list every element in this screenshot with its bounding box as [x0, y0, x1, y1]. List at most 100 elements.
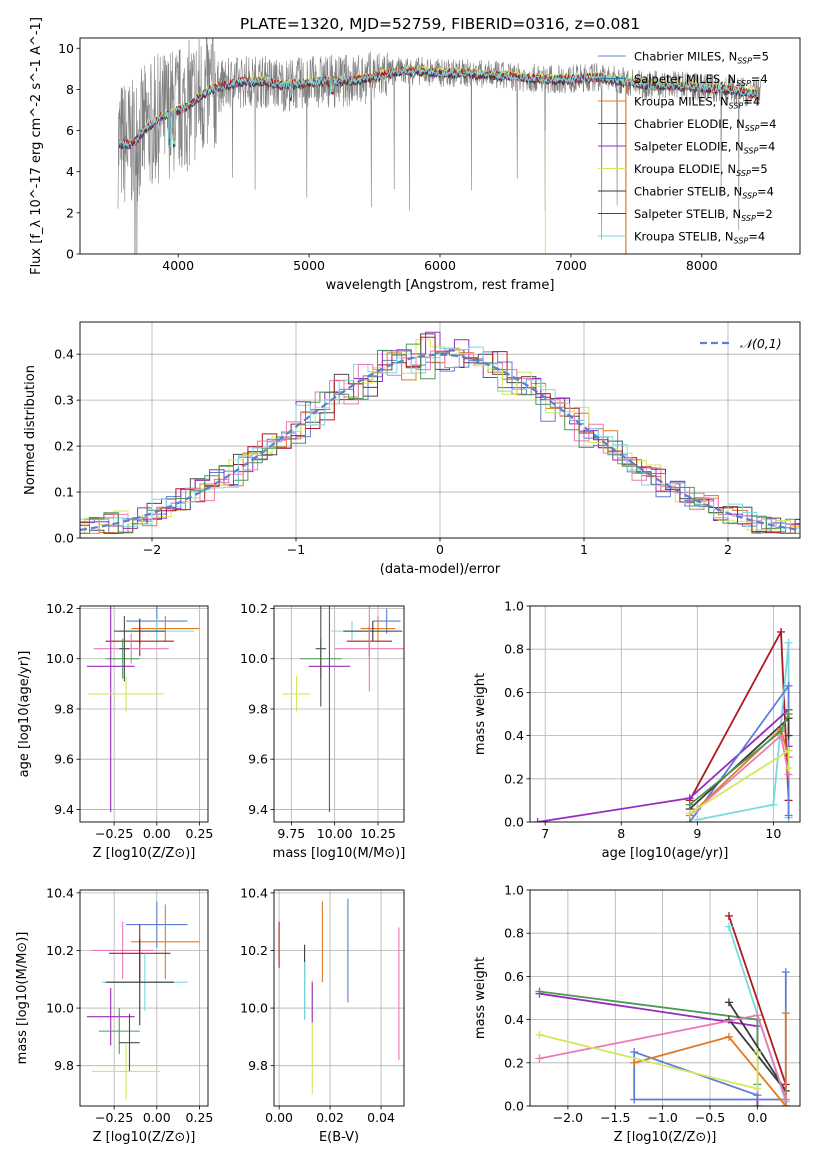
x-tick-label: 0.0	[747, 1110, 767, 1125]
y-tick-label: 0.0	[504, 815, 524, 830]
legend-label: Kroupa STELIB, NSSP=4	[634, 230, 765, 246]
y-tick-label: 10.2	[240, 943, 268, 958]
errorbar-point	[105, 938, 174, 1026]
plot-area	[86, 606, 200, 812]
axes-frame	[79, 889, 209, 1107]
legend-label-tail: =5	[751, 162, 768, 176]
y-tick-label: 9.6	[248, 752, 268, 767]
y-tick-label: 10.0	[240, 1001, 268, 1016]
y-axis-label: mass weight	[473, 673, 488, 755]
y-tick-label: 0.0	[54, 531, 74, 546]
legend-label-tail: =5	[752, 50, 769, 64]
errorbar-point	[91, 1042, 161, 1101]
y-tick-label: 10.0	[46, 1001, 74, 1016]
plot-area	[86, 901, 200, 1101]
x-tick-label: 0	[436, 542, 444, 557]
x-tick-label: −0.25	[95, 1110, 133, 1125]
legend-label-tail: =4	[760, 117, 777, 131]
errorbar-point	[315, 606, 326, 707]
x-tick-label: −0.5	[695, 1110, 725, 1125]
errorbar-point	[343, 621, 403, 642]
y-tick-label: 0.2	[54, 439, 74, 454]
weight-line-salpeter_elodie	[539, 992, 759, 1106]
y-axis-label: Flux [f_λ 10^-17 erg cm^-2 s^-1 A^-1]	[29, 17, 44, 275]
y-tick-label: 0.4	[504, 728, 524, 743]
errorbar-point	[372, 608, 401, 634]
legend-label-main: Chabrier MILES, N	[634, 50, 737, 64]
x-tick-label: 2	[724, 542, 732, 557]
y-tick-label: 10	[58, 41, 74, 56]
y-tick-label: 0	[66, 247, 74, 262]
x-tick-label: 5000	[293, 258, 325, 273]
x-axis-label: (data-model)/error	[380, 562, 501, 577]
legend-label-tail: =2	[756, 207, 773, 221]
histogram-step-kroupa_stelib	[80, 346, 800, 534]
panel-weight_vs_Z: −2.0 −1.5 −1.0 −0.5 0.0 0.0 0.2 0.4 0.6 0.8 1.0 Z […	[473, 883, 801, 1145]
gridlines	[530, 605, 800, 823]
legend-label-sub: SSP	[729, 102, 744, 111]
legend-label: Salpeter ELODIE, NSSP=4	[634, 140, 775, 156]
weight-line-salpeter_elodie	[537, 707, 790, 822]
plot-area	[535, 911, 790, 1106]
axes-frame	[79, 321, 801, 539]
model-fit-line-kroupa_stelib	[118, 65, 757, 148]
legend-label: Salpeter MILES, NSSP=4	[634, 72, 768, 88]
figure-title: PLATE=1320, MJD=52759, FIBERID=0316, z=0…	[240, 15, 640, 33]
errorbar-point	[131, 616, 200, 642]
legend-label-main: Chabrier ELODIE, N	[634, 117, 745, 131]
y-tick-label: 0.4	[504, 1012, 524, 1027]
legend-label: Kroupa ELODIE, NSSP=5	[634, 162, 768, 178]
weight-line-kroupa_elodie	[539, 1033, 759, 1090]
x-tick-label: 0.25	[186, 1110, 214, 1125]
errorbar-point	[98, 1008, 140, 1055]
y-tick-label: 10.2	[46, 601, 74, 616]
x-tick-label: 0.00	[143, 826, 171, 841]
y-tick-label: 10.0	[240, 651, 268, 666]
legend-label-sub: SSP	[744, 147, 759, 156]
legend-label-sub: SSP	[742, 192, 757, 201]
plot-area	[282, 606, 404, 812]
plot-area	[117, 38, 761, 254]
histogram-step-green	[80, 343, 800, 534]
errorbar-point	[88, 676, 164, 712]
errorbar-point	[126, 901, 188, 948]
x-tick-label: 7000	[555, 258, 587, 273]
errorbar-point	[91, 921, 154, 980]
y-tick-label: 4	[66, 164, 74, 179]
y-tick-label: 9.6	[54, 752, 74, 767]
y-axis-label: age [log10(age/yr)]	[17, 651, 32, 778]
panel-age_vs_Z: −0.25 0.00 0.25 9.4 9.6 9.8 10.0 10.2 Z [log10(Z…	[17, 601, 213, 861]
panel-age_vs_mass: 9.75 10.00 10.25 9.4 9.6 9.8 10.0 10.2 mass [log…	[240, 601, 406, 861]
histogram-step-chabrier_elodie	[80, 333, 800, 534]
normal-curve-line	[80, 353, 800, 531]
y-tick-label: 0.1	[54, 485, 74, 500]
legend-label-main: Kroupa ELODIE, N	[634, 162, 736, 176]
histogram-step-pink	[80, 350, 800, 534]
x-axis-label: Z [log10(Z/Z⊙)]	[614, 1130, 717, 1145]
y-tick-label: 9.8	[248, 1058, 268, 1073]
observed-spectrum-line	[117, 38, 761, 254]
legend-label-sub: SSP	[745, 124, 760, 133]
y-tick-label: 10.2	[46, 943, 74, 958]
x-tick-label: 0.04	[367, 1110, 395, 1125]
legend-label-tail: =4	[743, 95, 760, 109]
y-axis-label: Normed distribution	[23, 365, 38, 495]
x-axis-label: mass [log10(M/M⊙)]	[273, 846, 406, 861]
y-tick-label: 0.0	[504, 1099, 524, 1114]
panel-mass_vs_Z: −0.25 0.00 0.25 9.8 10.0 10.2 10.4 Z [log10(Z/Z…	[15, 885, 213, 1145]
spectrum-legend: Chabrier MILES, N SSP =5 Salpeter MILES, NS…	[598, 50, 776, 246]
legend-label: Chabrier STELIB, NSSP=4	[634, 185, 774, 201]
x-axis-label: age [log10(age/yr)]	[602, 846, 729, 861]
legend-label: 𝒩(0,1)	[740, 336, 782, 351]
errorbar-point	[105, 626, 174, 657]
plot-area	[533, 627, 793, 822]
y-axis-label: mass [log10(M/M⊙)]	[15, 932, 30, 1065]
y-tick-label: 9.8	[54, 1058, 74, 1073]
gridlines	[80, 890, 208, 1106]
y-tick-label: 0.2	[504, 771, 524, 786]
legend-label-tail: =4	[751, 72, 768, 86]
plot-area	[278, 898, 400, 1095]
x-tick-label: −1	[287, 542, 305, 557]
y-tick-label: 10.0	[46, 651, 74, 666]
errorbar-point	[105, 638, 140, 679]
